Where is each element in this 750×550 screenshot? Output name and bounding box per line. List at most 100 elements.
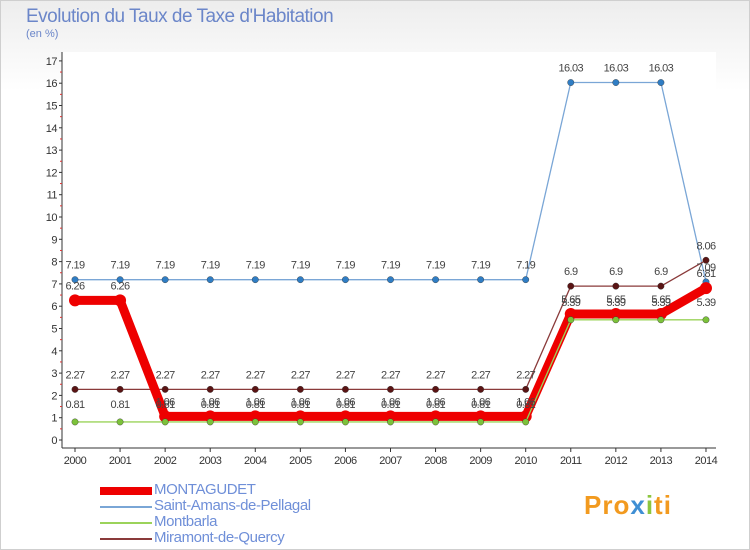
data-label: 0.81 (201, 399, 220, 411)
data-label: 16.03 (604, 63, 629, 75)
data-point (206, 418, 214, 426)
data-label: 7.09 (696, 262, 715, 274)
chart-title: Evolution du Taux de Taxe d'Habitation (26, 6, 334, 27)
y-tick-label: 11 (47, 190, 58, 202)
data-label: 16.03 (649, 63, 674, 75)
y-tick-label: 9 (51, 234, 57, 246)
y-tick-label: 4 (51, 346, 57, 358)
data-point (657, 79, 665, 86)
data-label: 2.27 (65, 369, 84, 381)
data-point (519, 410, 532, 423)
data-label: 2.27 (516, 369, 535, 381)
data-label: 6.9 (564, 266, 578, 278)
data-point (654, 308, 667, 321)
data-label: 1.06 (201, 396, 220, 408)
data-point (702, 316, 710, 324)
data-label: 5.39 (696, 297, 715, 309)
data-label: 0.81 (516, 399, 535, 411)
x-tick-label: 2012 (605, 455, 628, 467)
data-point (204, 410, 217, 423)
data-label: 8.06 (696, 240, 715, 252)
data-label: 1.06 (426, 396, 445, 408)
x-tick-label: 2004 (244, 455, 267, 467)
legend-label-saint-amans: Saint-Amans-de-Pellagal (154, 497, 311, 514)
data-label: 7.19 (291, 260, 310, 272)
data-label: 7.19 (336, 260, 355, 272)
y-tick-label: 6 (51, 301, 57, 313)
data-label: 0.81 (65, 399, 84, 411)
y-tick-label: 16 (46, 78, 58, 90)
data-point (432, 418, 439, 426)
x-tick-label: 2000 (64, 455, 87, 467)
y-tick-label: 7 (51, 279, 57, 291)
x-tick-label: 2013 (650, 455, 673, 467)
y-tick-label: 5 (51, 324, 57, 336)
data-point (384, 410, 397, 423)
data-label: 7.19 (65, 260, 84, 272)
data-label: 5.65 (561, 294, 580, 306)
data-point (612, 282, 620, 290)
data-label: 0.81 (336, 399, 355, 411)
data-label: 0.81 (291, 399, 310, 411)
data-point (296, 418, 304, 426)
data-point (387, 276, 394, 284)
data-point (161, 418, 169, 426)
data-label: 0.81 (246, 399, 265, 411)
data-point (296, 276, 304, 284)
data-point (429, 410, 442, 423)
y-tick-label: 15 (46, 101, 58, 113)
legend-label-montagudet: MONTAGUDET (154, 481, 256, 498)
legend-swatch-saint-amans (100, 506, 152, 508)
data-point (206, 276, 214, 284)
y-tick-label: 0 (51, 435, 57, 447)
data-label: 2.27 (111, 369, 130, 381)
data-point (161, 276, 169, 284)
data-point (522, 276, 530, 284)
y-tick-label: 8 (51, 257, 57, 269)
data-point (567, 79, 575, 86)
legend-label-miramont: Miramont-de-Quercy (154, 529, 285, 546)
x-tick-label: 2001 (109, 455, 132, 467)
legend-swatch-miramont (100, 538, 152, 540)
data-point (387, 385, 394, 393)
data-point (251, 418, 259, 426)
x-tick-label: 2002 (154, 455, 177, 467)
data-point (206, 385, 214, 393)
data-label: 0.81 (381, 399, 400, 411)
data-label: 0.81 (156, 399, 175, 411)
data-point (477, 276, 485, 284)
data-label: 0.81 (426, 399, 445, 411)
data-point (159, 410, 172, 423)
y-tick-label: 12 (46, 167, 58, 179)
data-point (251, 385, 259, 393)
data-point (116, 276, 124, 284)
data-label: 16.03 (559, 63, 584, 75)
data-point (294, 410, 307, 423)
data-label: 1.06 (246, 396, 265, 408)
data-point (251, 276, 259, 284)
data-point (699, 282, 712, 295)
data-label: 2.27 (291, 369, 310, 381)
data-label: 0.81 (471, 399, 490, 411)
x-tick-label: 2007 (379, 455, 402, 467)
x-tick-label: 2005 (289, 455, 312, 467)
plot-area (62, 52, 716, 440)
data-point (342, 276, 349, 284)
data-point (387, 418, 394, 426)
data-point (612, 316, 620, 324)
data-point (71, 385, 79, 393)
data-label: 2.27 (471, 369, 490, 381)
data-label: 7.19 (516, 260, 535, 272)
x-tick-label: 2003 (199, 455, 222, 467)
data-label: 1.06 (471, 396, 490, 408)
y-tick-label: 1 (51, 413, 57, 425)
data-label: 1.06 (381, 396, 400, 408)
y-tick-label: 3 (51, 368, 57, 380)
data-point (702, 256, 710, 264)
data-point (432, 385, 439, 393)
data-label: 7.19 (111, 260, 130, 272)
data-label: 7.19 (156, 260, 175, 272)
data-label: 5.39 (651, 297, 670, 309)
data-label: 2.27 (156, 369, 175, 381)
chart-subtitle: (en %) (26, 28, 59, 40)
